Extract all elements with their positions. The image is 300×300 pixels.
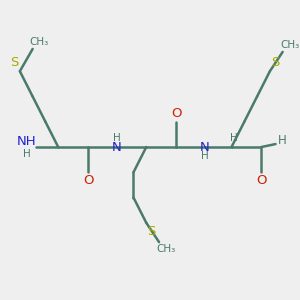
Text: O: O — [256, 174, 267, 187]
Text: N: N — [200, 140, 209, 154]
Text: NH: NH — [16, 135, 36, 148]
Text: O: O — [171, 107, 181, 120]
Text: S: S — [271, 56, 279, 69]
Text: H: H — [230, 133, 238, 143]
Text: H: H — [112, 133, 120, 143]
Text: S: S — [147, 225, 156, 238]
Text: O: O — [83, 174, 93, 187]
Text: H: H — [201, 151, 208, 161]
Text: N: N — [112, 140, 121, 154]
Text: S: S — [11, 56, 19, 69]
Text: H: H — [22, 148, 30, 159]
Text: H: H — [278, 134, 286, 147]
Text: CH₃: CH₃ — [280, 40, 299, 50]
Text: CH₃: CH₃ — [30, 37, 49, 47]
Text: CH₃: CH₃ — [157, 244, 176, 254]
